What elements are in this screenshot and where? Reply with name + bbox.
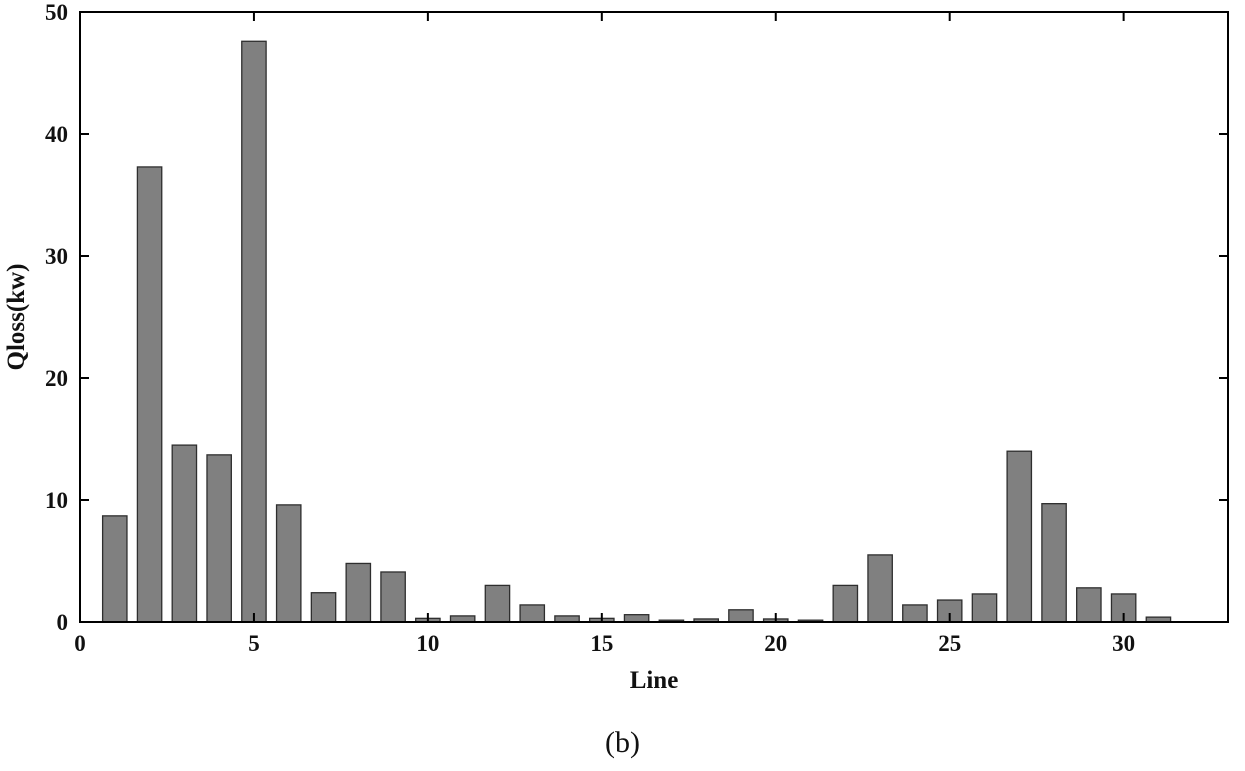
bar — [1041, 503, 1067, 623]
bar — [241, 40, 267, 623]
y-tick-label: 0 — [57, 610, 69, 635]
y-tick-label: 20 — [45, 366, 68, 391]
y-tick-label: 40 — [45, 122, 68, 147]
y-tick-label: 50 — [45, 0, 68, 25]
bar — [484, 584, 511, 623]
bar — [310, 592, 337, 623]
x-axis-label: Line — [630, 667, 679, 694]
bar — [171, 444, 198, 623]
bar — [728, 609, 754, 623]
x-tick-label: 20 — [764, 631, 787, 656]
bar — [206, 454, 232, 623]
bar — [1006, 450, 1033, 623]
y-tick-label: 30 — [45, 244, 68, 269]
bar — [345, 562, 372, 623]
bar — [275, 504, 302, 623]
bar — [902, 604, 928, 623]
bar — [971, 593, 998, 623]
x-tick-label: 25 — [938, 631, 961, 656]
bar — [623, 614, 650, 623]
y-axis-label: Qloss(kw) — [3, 264, 30, 371]
bar — [867, 554, 893, 623]
bar — [101, 515, 128, 623]
bar — [519, 604, 546, 623]
y-tick-label: 10 — [45, 488, 68, 513]
bar — [380, 571, 406, 623]
x-tick-label: 15 — [590, 631, 613, 656]
x-tick-label: 30 — [1112, 631, 1135, 656]
plot-border — [79, 11, 1229, 623]
subfigure-caption: (b) — [605, 726, 640, 759]
x-tick-label: 10 — [416, 631, 439, 656]
x-tick-label: 0 — [74, 631, 86, 656]
x-tick-label: 5 — [248, 631, 260, 656]
bar — [136, 166, 163, 623]
bar — [1076, 587, 1102, 623]
bar — [832, 584, 859, 623]
